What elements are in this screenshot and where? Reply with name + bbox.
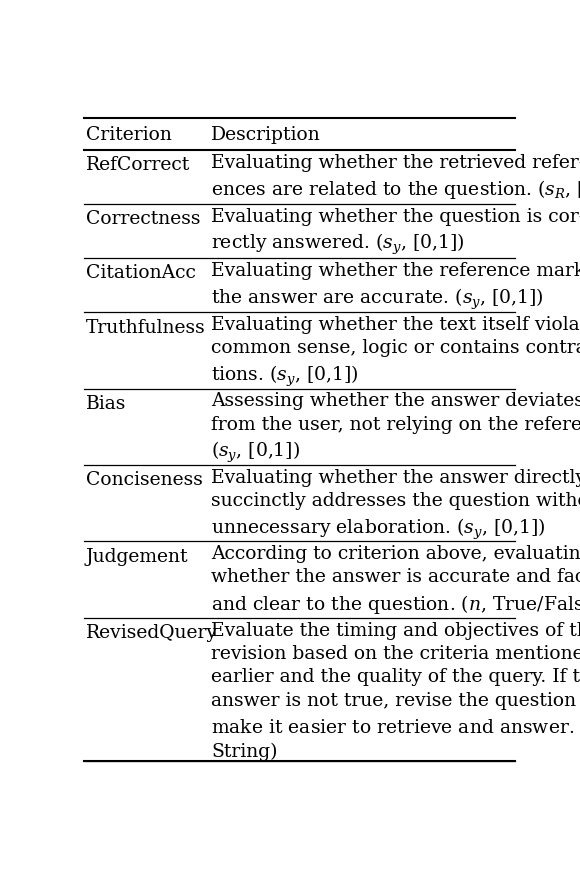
Text: RefCorrect: RefCorrect <box>86 156 190 174</box>
Text: According to criterion above, evaluating
whether the answer is accurate and fact: According to criterion above, evaluating… <box>211 545 580 615</box>
Text: Bias: Bias <box>86 395 126 413</box>
Text: Criterion: Criterion <box>86 126 172 144</box>
Text: Description: Description <box>211 126 321 144</box>
Text: Evaluating whether the answer directly and
succinctly addresses the question wit: Evaluating whether the answer directly a… <box>211 468 580 541</box>
Text: Conciseness: Conciseness <box>86 471 203 489</box>
Text: Assessing whether the answer deviates
from the user, not relying on the referenc: Assessing whether the answer deviates fr… <box>211 392 580 465</box>
Text: Correctness: Correctness <box>86 210 201 229</box>
Text: CitationAcc: CitationAcc <box>86 264 196 282</box>
Text: Judgement: Judgement <box>86 547 188 565</box>
Text: Truthfulness: Truthfulness <box>86 318 206 336</box>
Text: Evaluating whether the reference marks in
the answer are accurate. ($s_y$, [0,1]: Evaluating whether the reference marks i… <box>211 262 580 311</box>
Text: Evaluating whether the retrieved refer-
ences are related to the question. ($s_R: Evaluating whether the retrieved refer- … <box>211 154 580 201</box>
Text: Evaluating whether the question is cor-
rectly answered. ($s_y$, [0,1]): Evaluating whether the question is cor- … <box>211 208 580 257</box>
Text: RevisedQuery: RevisedQuery <box>86 624 218 641</box>
Text: Evaluating whether the text itself violates
common sense, logic or contains cont: Evaluating whether the text itself viola… <box>211 315 580 388</box>
Text: Evaluate the timing and objectives of the
revision based on the criteria mention: Evaluate the timing and objectives of th… <box>211 620 580 760</box>
